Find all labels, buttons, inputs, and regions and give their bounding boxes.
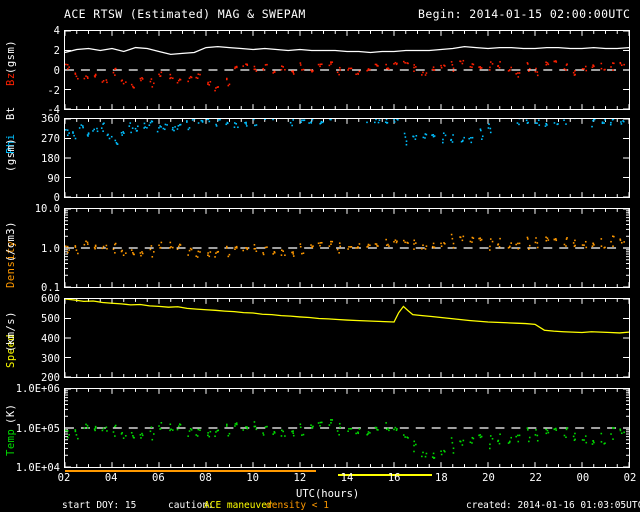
- series-phi: [65, 119, 629, 146]
- ace-maneuver-bar: [337, 474, 432, 476]
- begin-timestamp: Begin: 2014-01-15 02:00:00UTC: [418, 7, 631, 21]
- panel4-ticks: [65, 299, 629, 377]
- x-tick-02: 02: [623, 472, 637, 484]
- panel-phi: [64, 118, 630, 198]
- panel4-ytick-1: 500: [41, 313, 60, 325]
- panel1-ytick-1: 2: [53, 45, 60, 57]
- panel4-ylabel-units: (km/s): [5, 311, 17, 352]
- panel-bt-bz: [64, 30, 630, 110]
- panel4-ytick-2: 400: [41, 333, 60, 345]
- start-doy: start DOY: 15: [62, 500, 137, 511]
- series-temp: [65, 419, 625, 459]
- density-warning-bar: [65, 470, 317, 472]
- panel-density: [64, 208, 630, 288]
- panel4-ytick-3: 300: [41, 353, 60, 365]
- panel4-ytick-0: 600: [41, 293, 60, 305]
- panel1-ytick-4: -4: [47, 104, 60, 116]
- panel-speed-plot: [65, 299, 629, 377]
- panel3-ytick-0: 10.0: [34, 203, 60, 215]
- panel2-ytick-2: 180: [41, 153, 60, 165]
- panel-temp-plot: [65, 389, 629, 467]
- x-tick-02: 02: [57, 472, 71, 484]
- panel1-ylabel-units: (gsm): [5, 39, 17, 74]
- x-tick-10: 10: [246, 472, 259, 484]
- x-tick-00: 00: [576, 472, 590, 484]
- panel5-ylabel-units: (K): [5, 403, 17, 424]
- panel3-ytick-2: 0.1: [41, 282, 60, 294]
- panel4-ytick-4: 200: [41, 372, 60, 384]
- panel-density-plot: [65, 209, 629, 287]
- x-tick-04: 04: [104, 472, 118, 484]
- density-warning-legend: density < 1: [266, 500, 329, 511]
- x-tick-08: 08: [199, 472, 212, 484]
- panel-bt-bz-plot: [65, 31, 629, 109]
- series-bz: [65, 59, 625, 92]
- page-title: ACE RTSW (Estimated) MAG & SWEPAM: [64, 7, 306, 21]
- x-tick-14: 14: [340, 472, 354, 484]
- panel1-ytick-3: -2: [47, 85, 60, 97]
- panel5-ytick-2: 1.0E+04: [15, 462, 60, 474]
- caution-label: caution:: [168, 500, 214, 511]
- panel2-ytick-4: 0: [53, 192, 60, 204]
- panel1-ytick-0: 4: [53, 25, 60, 37]
- series-speed: [65, 299, 629, 334]
- series-density: [65, 233, 625, 258]
- x-tick-22: 22: [529, 472, 542, 484]
- panel-temp: [64, 388, 630, 468]
- panel-phi-plot: [65, 119, 629, 197]
- panel1-ytick-2: 0: [53, 65, 60, 77]
- panel2-ytick-1: 270: [41, 133, 60, 145]
- panel5-ytick-1: 1.0E+05: [15, 423, 60, 435]
- panel-speed: [64, 298, 630, 378]
- ace-maneuver-legend: ACE maneuver: [204, 500, 273, 511]
- x-tick-20: 20: [482, 472, 495, 484]
- x-tick-06: 06: [152, 472, 165, 484]
- x-tick-12: 12: [293, 472, 307, 484]
- panel2-ytick-3: 90: [47, 173, 60, 185]
- x-tick-18: 18: [435, 472, 448, 484]
- series-bt: [65, 45, 629, 56]
- panel5-ticks: [65, 389, 629, 467]
- x-axis-label: UTC(hours): [296, 488, 360, 500]
- panel2-ticks: [65, 119, 629, 197]
- panel3-ytick-1: 1.0: [41, 243, 60, 255]
- panel1-ticks: [65, 31, 629, 109]
- panel2-ytick-0: 360: [41, 113, 60, 125]
- x-tick-16: 16: [387, 472, 401, 484]
- created-timestamp: created: 2014-01-16 01:03:05UTC: [466, 500, 640, 511]
- panel5-ytick-0: 1.0E+06: [15, 383, 60, 395]
- panel2-ylabel-units: (gsm): [5, 137, 17, 172]
